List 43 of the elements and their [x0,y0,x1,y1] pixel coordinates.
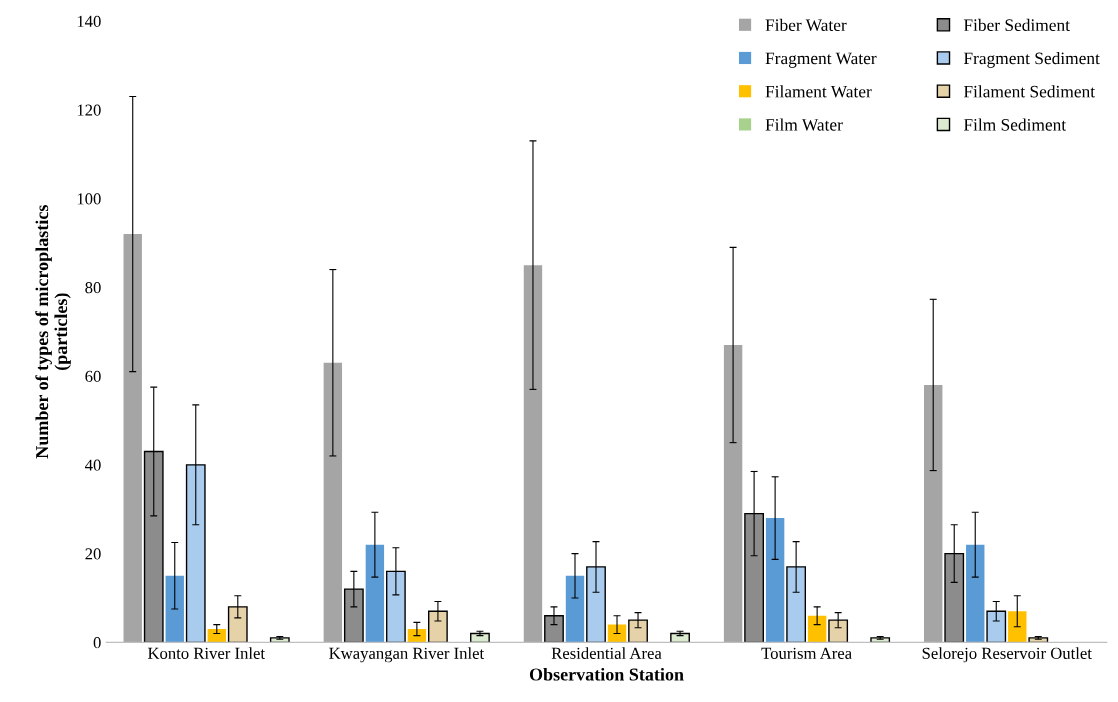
bar [407,629,427,643]
y-tick-label: 100 [77,193,101,205]
bar [1008,611,1027,643]
bar [523,265,543,643]
legend-label: Fiber Sediment [963,18,1070,32]
x-tick-label: Konto River Inlet [147,647,265,659]
x-tick-label: Residential Area [551,647,662,659]
legend-label: Fragment Sediment [963,52,1100,68]
y-tick-label: 80 [85,282,101,294]
bar [670,632,690,643]
bar [207,629,226,643]
bar [323,362,343,643]
y-axis-title: Number of types of microplastics (particles) [35,205,71,459]
legend-label: Fragment Water [765,52,877,68]
bar [723,345,743,643]
y-tick-label: 40 [85,459,101,471]
bar [870,637,891,643]
bar [269,637,290,643]
x-axis-title: Observation Station [529,667,684,681]
legend-label: Filament Water [765,85,872,98]
bar [365,544,385,643]
legend-label: Film Sediment [963,118,1067,131]
bar [165,575,184,643]
y-tick-label: 0 [93,637,101,649]
legend-label: Film Water [765,118,843,131]
x-tick-label: Tourism Area [761,647,852,659]
y-tick-label: 120 [77,104,101,116]
legend-label: Filament Sediment [963,85,1095,98]
y-tick-label: 140 [77,15,101,28]
bar [924,384,943,643]
bar [765,518,785,643]
legend-label: Fiber Water [765,18,847,32]
x-tick-label: Kwayangan River Inlet [329,647,485,663]
x-tick-label: Selorejo Reservoir Outlet [922,647,1092,663]
bar [607,624,627,643]
bar [123,234,142,643]
bar [470,632,490,643]
bar [966,544,985,643]
bar [807,615,827,643]
y-tick-label: 20 [85,548,101,560]
y-tick-label: 60 [85,370,101,383]
bar [565,575,585,643]
bar [1028,637,1049,643]
